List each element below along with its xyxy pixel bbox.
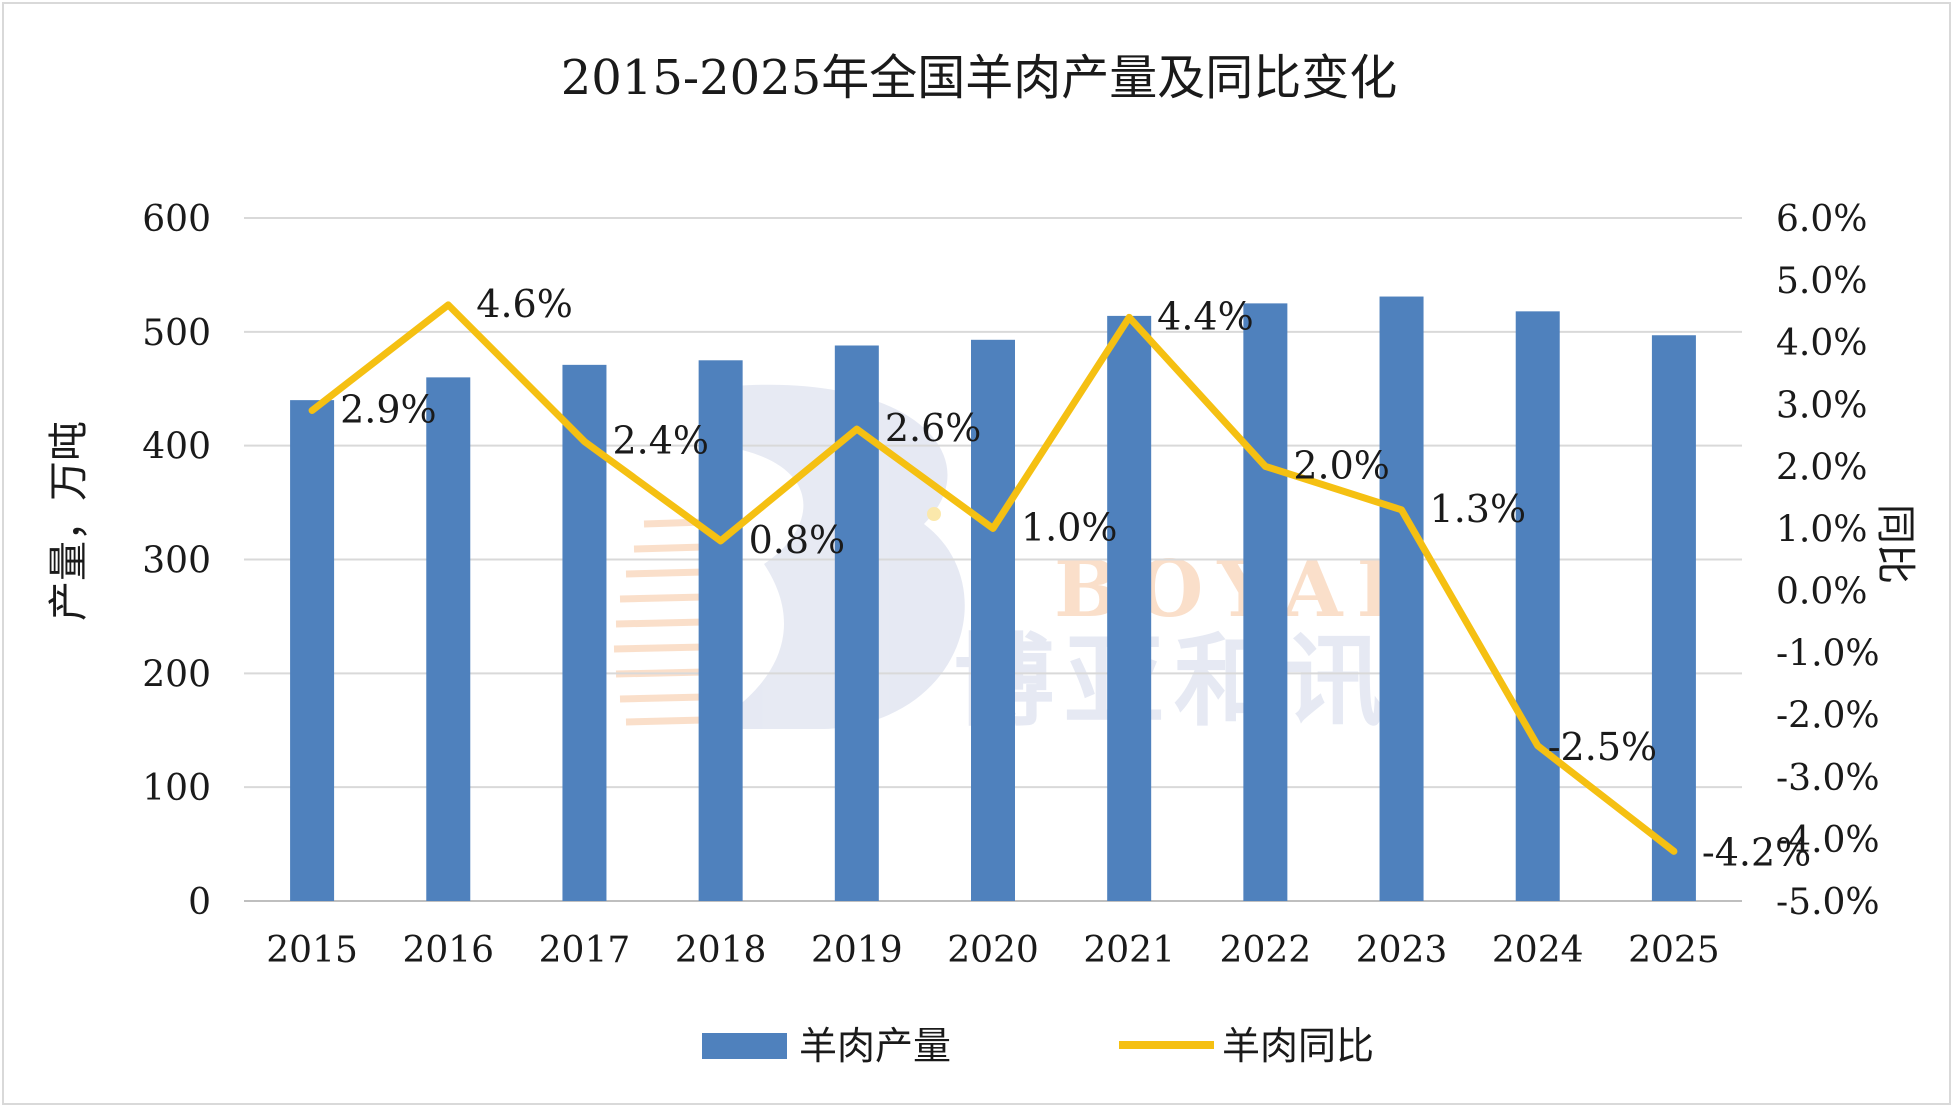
chart-svg: BOYAR 博亚和讯 2015-2025年全国羊肉产量及同比变化 0100200…: [46, 50, 1918, 1068]
y2-tick-label: 2.0%: [1776, 447, 1867, 488]
line-point: [581, 438, 588, 445]
bar: [1651, 335, 1696, 902]
line-data-label: 2.9%: [340, 387, 437, 431]
line-data-label: 1.3%: [1430, 487, 1527, 531]
y2-tick-label: -1.0%: [1776, 634, 1880, 675]
y2-tick-label: -4.0%: [1776, 820, 1880, 861]
x-tick-label: 2019: [811, 930, 903, 971]
legend-label-bar: 羊肉产量: [799, 1024, 951, 1068]
line-data-label: -2.5%: [1548, 725, 1657, 769]
y2-tick-label: -2.0%: [1776, 696, 1880, 737]
y2-tick-label: 3.0%: [1776, 385, 1867, 426]
left-axis-ticks: 0 100 200 300 400 500 600: [142, 199, 211, 923]
x-tick-label: 2020: [947, 930, 1039, 971]
y2-tick-label: -5.0%: [1776, 882, 1880, 923]
x-tick-label: 2021: [1083, 930, 1175, 971]
bar: [426, 377, 471, 901]
x-tick-label: 2017: [539, 930, 631, 971]
legend-swatch-bar: [702, 1033, 787, 1059]
x-tick-label: 2025: [1628, 930, 1720, 971]
line-point: [717, 537, 724, 544]
bar: [1243, 303, 1288, 901]
y-tick-label: 0: [188, 882, 211, 923]
bar: [1107, 315, 1152, 901]
y-tick-label: 200: [142, 654, 211, 695]
line-data-label: 2.0%: [1293, 443, 1390, 487]
line-point: [1670, 848, 1677, 855]
x-tick-label: 2015: [266, 930, 358, 971]
y2-tick-label: -3.0%: [1776, 758, 1880, 799]
x-tick-label: 2023: [1356, 930, 1448, 971]
line-data-label: 2.4%: [612, 419, 709, 463]
bar: [1379, 296, 1424, 901]
bar: [971, 339, 1015, 902]
watermark-rays: [613, 518, 705, 726]
line-data-labels: 2.9% 4.6% 2.4% 0.8% 2.6% 1.0% 4.4% 2.0% 1.3% -2.5…: [340, 282, 1811, 874]
line-data-label: 4.6%: [476, 282, 573, 326]
right-axis-ticks: -5.0% -4.0% -3.0% -2.0% -1.0% 0.0% 1.0% 2.0% 3.0…: [1776, 199, 1880, 923]
watermark-chinese: 博亚和讯: [954, 622, 1394, 740]
watermark-eye: [927, 507, 941, 521]
line-data-label: 1.0%: [1021, 505, 1118, 549]
line-point: [1534, 742, 1541, 749]
y2-tick-label: 1.0%: [1776, 509, 1867, 550]
line-point: [853, 426, 860, 433]
y2-tick-label: 6.0%: [1776, 199, 1867, 240]
watermark-b-shape: [704, 384, 965, 729]
y-tick-label: 300: [142, 541, 211, 582]
line-point: [1126, 314, 1133, 321]
y-tick-label: 400: [142, 427, 211, 468]
legend: 羊肉产量 羊肉同比: [702, 1024, 1374, 1068]
x-tick-label: 2022: [1220, 930, 1312, 971]
y-axis-title: 产量，万吨: [46, 421, 92, 621]
y2-axis-title: 同比: [1872, 504, 1918, 584]
bar: [1515, 311, 1560, 901]
legend-label-line: 羊肉同比: [1222, 1024, 1374, 1068]
bar: [698, 360, 743, 902]
bar: [290, 400, 335, 901]
y2-tick-label: 4.0%: [1776, 323, 1867, 364]
x-tick-label: 2018: [675, 930, 767, 971]
chart-title: 2015-2025年全国羊肉产量及同比变化: [561, 50, 1398, 106]
line-point: [309, 407, 316, 414]
line-point: [445, 301, 452, 308]
x-tick-label: 2016: [402, 930, 494, 971]
line-series: [308, 301, 1678, 855]
y-tick-label: 500: [142, 313, 211, 354]
line-data-label: 2.6%: [885, 406, 982, 450]
line-data-label: 0.8%: [749, 518, 846, 562]
bar-series: [290, 296, 1696, 902]
y-tick-label: 100: [142, 768, 211, 809]
y2-tick-label: 5.0%: [1776, 261, 1867, 302]
line-data-label: -4.2%: [1702, 830, 1811, 874]
y-tick-label: 600: [142, 199, 211, 240]
line-point: [1398, 506, 1405, 513]
line-data-label: 4.4%: [1157, 294, 1254, 338]
x-axis-ticks: 2015 2016 2017 2018 2019 2020 2021 2022 2023 2024…: [266, 930, 1719, 971]
y2-tick-label: 0.0%: [1776, 572, 1867, 613]
line-point: [1262, 463, 1269, 470]
x-tick-label: 2024: [1492, 930, 1584, 971]
line-point: [990, 525, 996, 532]
